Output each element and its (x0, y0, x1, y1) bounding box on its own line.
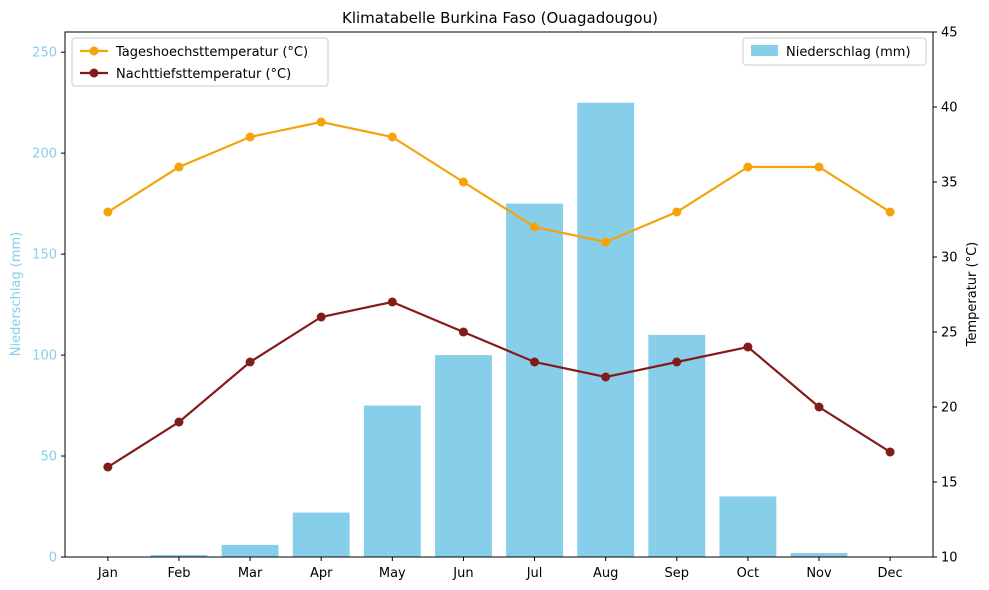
series-0-point-jul (530, 222, 540, 232)
series-0-point-jun (458, 177, 468, 187)
series-1-point-jul (530, 357, 540, 367)
series-1-point-aug (601, 372, 611, 382)
legend-label-bars: Niederschlag (mm) (786, 45, 911, 60)
series-1-point-apr (316, 312, 326, 322)
series-1-point-feb (174, 417, 184, 427)
bar-apr (292, 512, 350, 557)
legend-label-high: Tageshoechsttemperatur (°C) (115, 45, 308, 60)
series-0-point-jan (103, 207, 113, 217)
bars-layer (150, 102, 848, 557)
x-tick-label: May (379, 566, 406, 581)
plot-frame (64, 31, 934, 558)
bar-mar (221, 544, 279, 557)
series-0-point-oct (743, 162, 753, 172)
x-tick-label: Jul (526, 566, 543, 581)
x-tick-label: Jun (452, 566, 473, 581)
x-tick-label: Jan (97, 566, 118, 581)
series-0-point-aug (601, 237, 611, 247)
bar-nov (790, 552, 848, 557)
x-tick-label: Apr (310, 566, 333, 581)
y-left-tick-label: 200 (32, 147, 57, 162)
series-1-point-jun (458, 327, 468, 337)
legend-bar-swatch (751, 45, 778, 56)
series-1-point-mar (245, 357, 255, 367)
y-right-tick-label: 45 (941, 26, 958, 41)
bar-sep (648, 334, 706, 557)
x-tick-label: Oct (737, 566, 759, 581)
y-right-tick-label: 40 (941, 101, 958, 116)
series-0-point-dec (885, 207, 895, 217)
y-left-tick-label: 0 (49, 551, 57, 566)
y-right-axis-label: Temperatur (°C) (965, 242, 980, 348)
series-0-point-sep (672, 207, 682, 217)
series-line-1 (107, 300, 891, 468)
series-1-point-nov (814, 402, 824, 412)
legend-bars: Niederschlag (mm) (742, 37, 927, 66)
bar-aug (577, 102, 635, 557)
series-0-point-mar (245, 132, 255, 142)
series-1-point-dec (885, 447, 895, 457)
y-right-axis: 10 15 20 25 30 35 40 45 (933, 26, 958, 566)
series-1-point-jan (103, 462, 113, 472)
y-right-tick-label: 30 (941, 251, 958, 266)
y-left-axis: 0 50 100 150 200 250 (32, 46, 65, 566)
series-1-point-may (387, 297, 397, 307)
legend-bars-box (742, 37, 927, 66)
y-right-tick-label: 25 (941, 326, 958, 341)
bar-feb (150, 554, 208, 557)
x-tick-label: Mar (238, 566, 263, 581)
y-right-tick-label: 10 (941, 551, 958, 566)
series-0-point-apr (316, 117, 326, 127)
series-1-point-oct (743, 342, 753, 352)
y-right-tick-label: 35 (941, 176, 958, 191)
x-tick-label: Dec (878, 566, 903, 581)
x-tick-label: Feb (167, 566, 190, 581)
chart-title: Klimatabelle Burkina Faso (Ouagadougou) (342, 9, 658, 27)
legend-lines: Tageshoechsttemperatur (°C) Nachttiefstt… (71, 37, 329, 87)
bar-oct (719, 496, 777, 557)
series-0-point-may (387, 132, 397, 142)
x-tick-label: Sep (665, 566, 690, 581)
series-1-point-sep (672, 357, 682, 367)
legend-label-low: Nachttiefsttemperatur (°C) (116, 67, 291, 82)
legend-lines-box (71, 37, 329, 87)
y-left-axis-label: Niederschlag (mm) (9, 232, 24, 357)
legend-marker-high (89, 46, 99, 56)
y-right-tick-label: 15 (941, 476, 958, 491)
series-0-point-feb (174, 162, 184, 172)
y-left-tick-label: 100 (32, 349, 57, 364)
series-line-0 (107, 120, 891, 244)
y-right-tick-label: 20 (941, 401, 958, 416)
bar-jul (506, 203, 564, 557)
y-left-tick-label: 150 (32, 248, 57, 263)
x-axis: Jan Feb Mar Apr May Jun Jul Aug Sep Oct Nov Dec (97, 557, 903, 581)
x-tick-label: Aug (593, 566, 618, 581)
bar-may (363, 405, 421, 557)
bar-jun (434, 355, 492, 557)
x-tick-label: Nov (806, 566, 832, 581)
lines-layer (103, 117, 895, 472)
y-left-tick-label: 250 (32, 46, 57, 61)
legend-marker-low (89, 68, 99, 78)
series-0-point-nov (814, 162, 824, 172)
y-left-tick-label: 50 (40, 450, 57, 465)
